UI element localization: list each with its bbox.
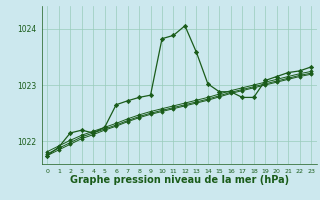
X-axis label: Graphe pression niveau de la mer (hPa): Graphe pression niveau de la mer (hPa) [70, 175, 289, 185]
